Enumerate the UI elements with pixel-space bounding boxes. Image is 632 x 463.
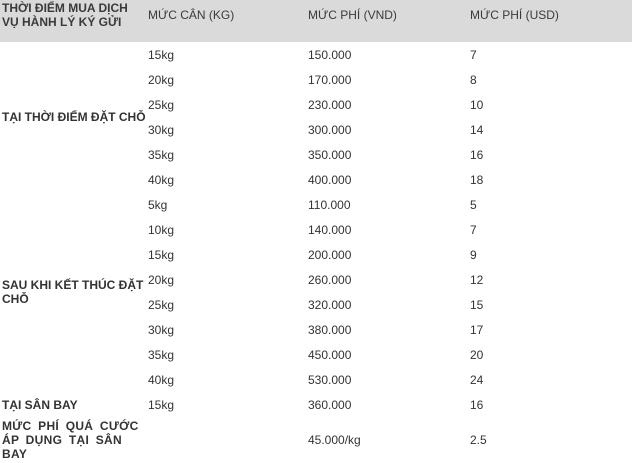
header-weight: MỨC CÂN (KG) bbox=[146, 0, 306, 42]
overweight-label: MỨC PHÍ QUÁ CƯỚC ÁP DỤNG TẠI SÂN BAY bbox=[2, 419, 139, 461]
fee-vnd-cell: 400.000 bbox=[308, 172, 352, 187]
fee-usd-cell: 7 bbox=[470, 222, 477, 237]
weight-cell: 30kg bbox=[148, 322, 175, 337]
fee-usd-cell: 8 bbox=[470, 72, 477, 87]
fee-vnd-cell: 380.000 bbox=[308, 322, 352, 337]
fee-usd-cell: 15 bbox=[470, 297, 484, 312]
table-row: 20kg 170.000 8 bbox=[0, 67, 632, 92]
table-header-row: THỜI ĐIỂM MUA DỊCH VỤ HÀNH LÝ KÝ GỬI MỨC… bbox=[0, 0, 632, 42]
fee-usd-cell: 7 bbox=[470, 47, 477, 62]
weight-cell: 35kg bbox=[148, 147, 175, 162]
table-row: 40kg 400.000 18 bbox=[0, 167, 632, 192]
fee-vnd-cell: 45.000/kg bbox=[308, 433, 361, 447]
weight-cell bbox=[146, 417, 306, 463]
table-row: 15kg 200.000 9 bbox=[0, 242, 632, 267]
weight-cell: 40kg bbox=[148, 172, 175, 187]
fee-usd-cell: 16 bbox=[470, 397, 484, 412]
table-body: TẠI THỜI ĐIỂM ĐẶT CHỖ 15kg 150.000 7 20kg 170… bbox=[0, 42, 632, 463]
header-fee-vnd: MỨC PHÍ (VND) bbox=[306, 0, 468, 42]
fee-usd-cell: 5 bbox=[470, 197, 477, 212]
header-purchase-time: THỜI ĐIỂM MUA DỊCH VỤ HÀNH LÝ KÝ GỬI bbox=[0, 0, 146, 42]
fee-vnd-cell: 450.000 bbox=[308, 347, 352, 362]
weight-cell: 15kg bbox=[148, 247, 175, 262]
weight-cell: 20kg bbox=[148, 272, 175, 287]
group-label: TẠI THỜI ĐIỂM ĐẶT CHỖ bbox=[2, 110, 146, 124]
table-row: 10kg 140.000 7 bbox=[0, 217, 632, 242]
fee-vnd-cell: 260.000 bbox=[308, 272, 352, 287]
fee-vnd-cell: 140.000 bbox=[308, 222, 352, 237]
table-row: 30kg 300.000 14 bbox=[0, 117, 632, 142]
fee-usd-cell: 18 bbox=[470, 172, 484, 187]
table-row: SAU KHI KẾT THÚC ĐẶT CHỖ 5kg 110.000 5 bbox=[0, 192, 632, 307]
fee-usd-cell: 17 bbox=[470, 322, 484, 337]
table-row: 30kg 380.000 17 bbox=[0, 317, 632, 342]
weight-cell: 5kg bbox=[148, 197, 168, 212]
weight-cell: 15kg bbox=[148, 47, 175, 62]
fee-vnd-cell: 170.000 bbox=[308, 72, 352, 87]
fee-usd-cell: 16 bbox=[470, 147, 484, 162]
fee-usd-cell: 20 bbox=[470, 347, 484, 362]
table-row: TẠI SÂN BAY 15kg 360.000 16 bbox=[0, 392, 632, 417]
fee-vnd-cell: 320.000 bbox=[308, 297, 352, 312]
fee-vnd-cell: 110.000 bbox=[308, 197, 351, 212]
header-fee-usd: MỨC PHÍ (USD) bbox=[468, 0, 632, 42]
table-row: 35kg 450.000 20 bbox=[0, 342, 632, 367]
fee-usd-cell: 12 bbox=[470, 272, 484, 287]
weight-cell: 40kg bbox=[148, 372, 175, 387]
group-label: SAU KHI KẾT THÚC ĐẶT CHỖ bbox=[2, 278, 144, 306]
fee-vnd-cell: 300.000 bbox=[308, 122, 352, 137]
weight-cell: 15kg bbox=[148, 397, 175, 412]
fee-usd-cell: 10 bbox=[470, 97, 484, 112]
table-row: 25kg 320.000 15 bbox=[0, 292, 632, 317]
table-row: 20kg 260.000 12 bbox=[0, 267, 632, 292]
weight-cell: 35kg bbox=[148, 347, 175, 362]
weight-cell: 10kg bbox=[148, 222, 175, 237]
table-row: TẠI THỜI ĐIỂM ĐẶT CHỖ 15kg 150.000 7 bbox=[0, 42, 632, 125]
fee-usd-cell: 24 bbox=[470, 372, 484, 387]
fee-vnd-cell: 200.000 bbox=[308, 247, 352, 262]
fee-usd-cell: 2.5 bbox=[470, 433, 487, 447]
weight-cell: 20kg bbox=[148, 72, 175, 87]
fee-vnd-cell: 230.000 bbox=[308, 97, 352, 112]
fee-vnd-cell: 530.000 bbox=[308, 372, 352, 387]
weight-cell: 25kg bbox=[148, 297, 175, 312]
weight-cell: 25kg bbox=[148, 97, 175, 112]
fee-usd-cell: 9 bbox=[470, 247, 477, 262]
table-row: 25kg 230.000 10 bbox=[0, 92, 632, 117]
table-row: 40kg 530.000 24 bbox=[0, 367, 632, 392]
fee-usd-cell: 14 bbox=[470, 122, 484, 137]
fee-vnd-cell: 150.000 bbox=[308, 47, 352, 62]
fee-vnd-cell: 360.000 bbox=[308, 397, 352, 412]
table-row: 35kg 350.000 16 bbox=[0, 142, 632, 167]
overweight-row: MỨC PHÍ QUÁ CƯỚC ÁP DỤNG TẠI SÂN BAY 45.0… bbox=[0, 417, 632, 463]
fee-vnd-cell: 350.000 bbox=[308, 147, 352, 162]
weight-cell: 30kg bbox=[148, 122, 175, 137]
group-label: TẠI SÂN BAY bbox=[2, 397, 78, 412]
